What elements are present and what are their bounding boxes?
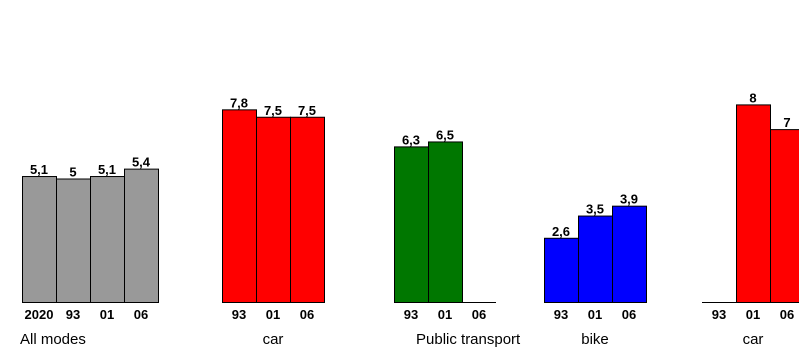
bar-group3-06 [612,205,647,303]
bar-group4-06 [770,129,799,303]
value-label-group0-01: 5,1 [98,162,116,177]
value-label-group2-01: 6,5 [436,127,454,142]
value-label-group0-93: 5 [69,165,76,180]
bar-group0-2020 [22,176,57,303]
tick-label-group1-01: 01 [266,307,280,322]
group-label-2: Public transport [416,331,521,348]
group-label-4: car [743,331,764,348]
value-label-group1-93: 7,8 [230,95,248,110]
tick-label-group1-93: 93 [232,307,246,322]
bar-group1-93 [222,109,257,303]
tick-label-group3-01: 01 [588,307,602,322]
tick-label-group0-06: 06 [134,307,148,322]
bar-group0-01 [90,176,125,303]
tick-label-group0-2020: 2020 [25,307,54,322]
bar-group4-01 [736,104,771,304]
value-label-group3-01: 3,5 [586,202,604,217]
value-label-group4-01: 8 [749,90,756,105]
bar-group0-06 [124,168,159,303]
tick-label-group1-06: 06 [300,307,314,322]
group-label-3: bike [581,331,609,348]
bar-group1-06 [290,116,325,303]
tick-label-group0-93: 93 [66,307,80,322]
tick-label-group2-93: 93 [404,307,418,322]
tick-label-group2-06: 06 [472,307,486,322]
tick-label-group4-06: 06 [780,307,794,322]
tick-label-group4-93: 93 [712,307,726,322]
bar-group2-93 [394,146,429,303]
value-label-group1-01: 7,5 [264,103,282,118]
value-label-group2-93: 6,3 [402,132,420,147]
bar-group3-01 [578,215,613,303]
value-label-group1-06: 7,5 [298,103,316,118]
value-label-group3-93: 2,6 [552,224,570,239]
group-label-0: All modes [20,331,86,348]
group-label-1: car [263,331,284,348]
value-label-group0-06: 5,4 [132,155,151,170]
value-label-group4-06: 7 [783,115,790,130]
tick-label-group2-01: 01 [438,307,452,322]
tick-label-group0-01: 01 [100,307,114,322]
tick-label-group3-93: 93 [554,307,568,322]
tick-label-group3-06: 06 [622,307,636,322]
tick-label-group4-01: 01 [746,307,760,322]
value-label-group0-2020: 5,1 [30,162,48,177]
bar-group2-01 [428,141,463,303]
bar-group3-93 [544,237,579,303]
bar-group0-93 [56,178,91,303]
value-label-group3-06: 3,9 [620,192,638,207]
bar-group1-01 [256,116,291,303]
